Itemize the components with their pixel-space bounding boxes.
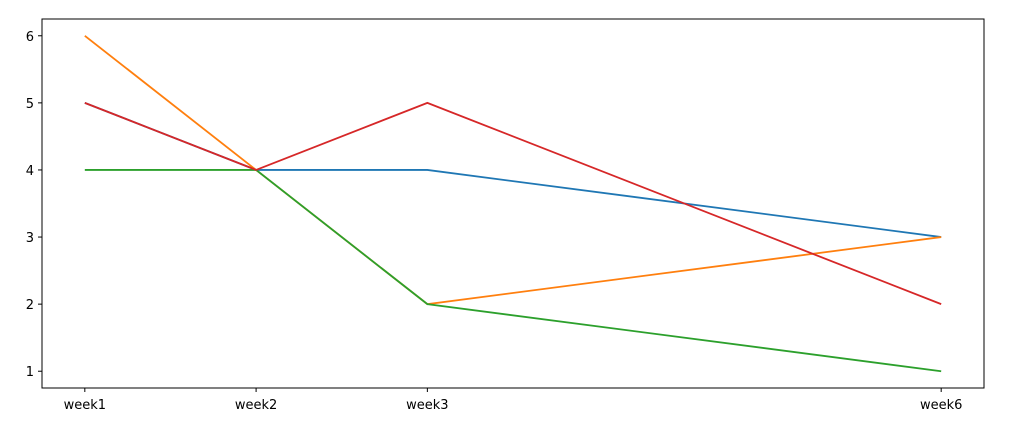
y-tick-label: 3: [26, 231, 34, 246]
x-tick-label: week3: [406, 398, 448, 413]
x-tick-label: week6: [920, 398, 962, 413]
line-series: [84, 101, 942, 305]
y-tick-label: 5: [26, 97, 34, 112]
y-tick-label: 1: [26, 365, 34, 380]
y-tick-label: 4: [26, 164, 34, 179]
y-tick-label: 6: [26, 30, 34, 45]
x-tick-label: week2: [235, 398, 277, 413]
x-tick-label: week1: [64, 398, 106, 413]
line-series: [84, 169, 942, 373]
y-tick-label: 2: [26, 298, 34, 313]
plot-frame: [41, 18, 985, 389]
